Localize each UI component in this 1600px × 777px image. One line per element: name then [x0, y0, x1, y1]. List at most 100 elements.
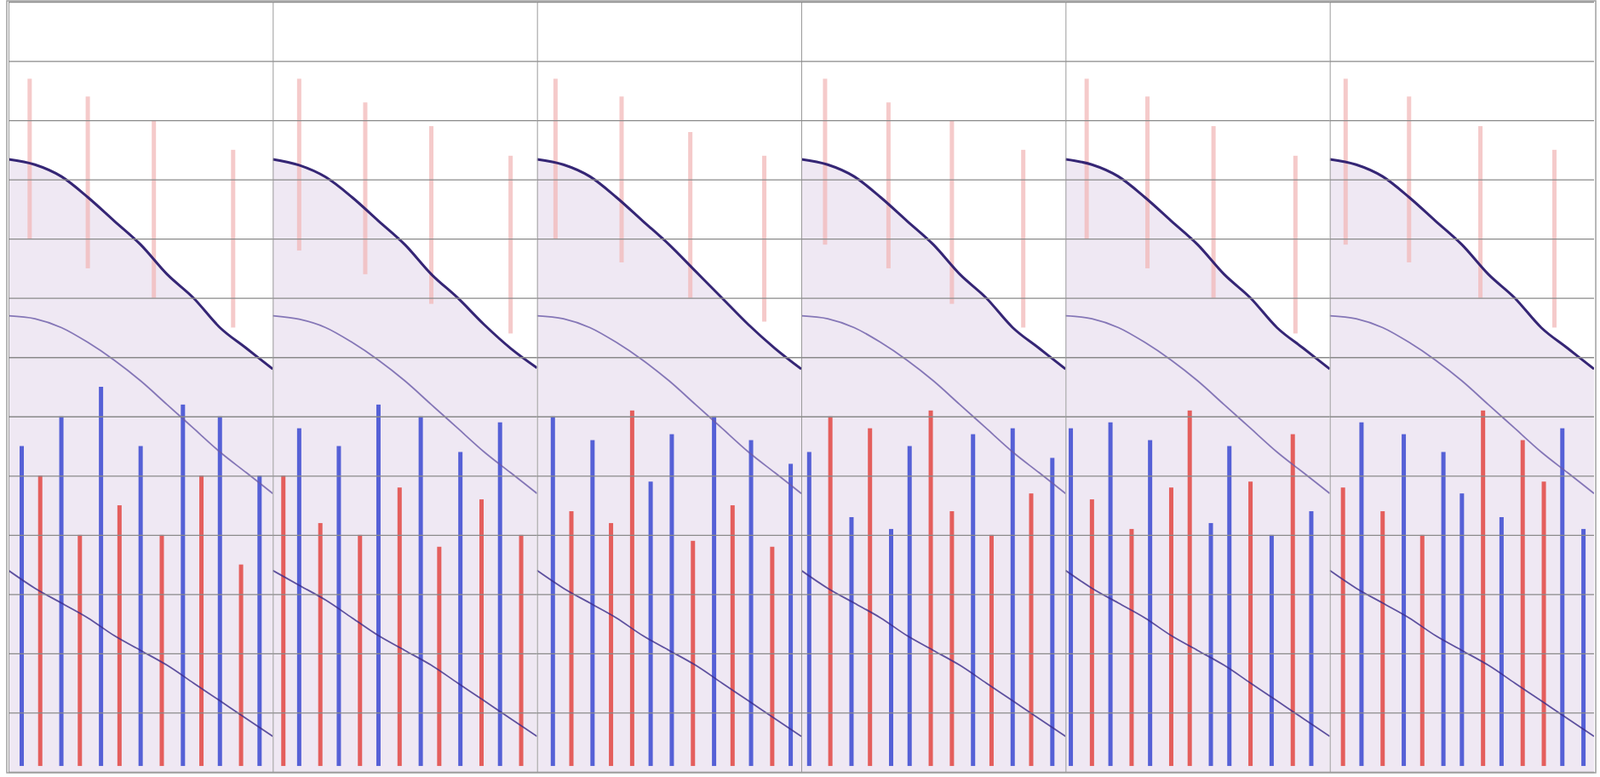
event-curve: [8, 315, 273, 494]
grid-line: [272, 120, 537, 121]
grid-tick: [272, 179, 537, 181]
grid-tick: [537, 61, 802, 63]
grid-tick: [801, 534, 1066, 536]
trace-stripe: [19, 446, 24, 767]
grid-tick: [537, 653, 802, 654]
grid-line: [1330, 298, 1595, 299]
y-grid: [8, 2, 273, 773]
grid-tick: [1065, 1, 1330, 3]
trace-stripe: [1380, 510, 1385, 766]
grid-line: [801, 60, 1066, 62]
grid-line: [801, 120, 1066, 121]
trace-stripe: [519, 534, 524, 766]
grid-line: [801, 298, 1066, 299]
grid-line: [1065, 356, 1330, 358]
grid-tick: [1330, 238, 1595, 240]
grid-tick: [1330, 120, 1595, 121]
trace-stripe: [397, 487, 402, 766]
grid-tick: [8, 653, 273, 654]
event-ground: [801, 159, 1066, 772]
trace-stripe: [867, 428, 872, 766]
grid-line: [1330, 534, 1595, 536]
event-curve: [537, 570, 802, 737]
grid-tick: [1330, 653, 1595, 654]
grid-line: [1330, 653, 1595, 654]
trace-stripe: [1248, 481, 1253, 766]
trace-stripe: [362, 102, 368, 275]
grid-tick: [272, 711, 537, 713]
grid-line: [1330, 1, 1595, 3]
grid-line: [537, 534, 802, 536]
grid-tick: [1065, 653, 1330, 654]
grid-tick: [272, 61, 537, 63]
grid-tick: [1065, 416, 1330, 418]
marks: [1065, 78, 1330, 772]
trace-stripe: [1089, 498, 1095, 766]
grid-line: [801, 475, 1066, 476]
grid-tick: [1065, 298, 1330, 299]
grid-tick: [537, 416, 802, 418]
grid-line: [1065, 178, 1330, 180]
event-curve: [272, 159, 537, 368]
grid-tick: [272, 238, 537, 240]
trace-stripe: [769, 546, 775, 766]
grid-tick: [1065, 179, 1330, 181]
grid-tick: [801, 61, 1066, 63]
trace-stripe: [886, 102, 891, 269]
grid-tick: [272, 120, 537, 121]
grid-line: [8, 534, 273, 536]
grid-line: [272, 593, 537, 595]
trace-stripe: [1420, 534, 1425, 766]
trace-stripe: [1169, 487, 1174, 766]
trace-stripe: [1269, 534, 1274, 766]
grid-line: [801, 356, 1066, 358]
grid-line: [801, 593, 1066, 595]
grid-tick: [1330, 711, 1595, 713]
grid-tick: [1065, 475, 1330, 476]
trace-stripe: [151, 120, 156, 299]
grid-tick: [537, 1, 802, 3]
grid-line: [1065, 653, 1330, 654]
grid-tick: [8, 711, 273, 713]
trace-stripe: [77, 534, 82, 766]
grid-line: [537, 416, 802, 418]
trace-stripe: [38, 475, 43, 766]
event-curve: [537, 315, 802, 494]
grid-line: [8, 60, 273, 62]
marks: [537, 78, 802, 772]
grid-tick: [537, 120, 802, 121]
grid-tick: [801, 416, 1066, 418]
grid-tick: [537, 711, 802, 713]
event-curve: [1065, 570, 1330, 737]
grid-line: [8, 416, 273, 418]
trace-stripe: [458, 451, 463, 766]
trace-stripe: [281, 475, 286, 766]
trace-stripe: [436, 546, 442, 766]
grid-tick: [272, 1, 537, 3]
trace-stripe: [117, 504, 122, 766]
grid-tick: [537, 534, 802, 536]
trace-stripe: [648, 481, 654, 766]
grid-line: [537, 298, 802, 299]
trace-stripe: [1520, 440, 1526, 766]
grid-tick: [272, 416, 537, 418]
grid-tick: [537, 356, 802, 358]
grid-line: [801, 416, 1066, 418]
grid-line: [537, 178, 802, 180]
grid-tick: [537, 179, 802, 181]
marks: [272, 78, 537, 772]
grid-tick: [8, 120, 273, 121]
trace-stripe: [508, 155, 513, 334]
grid-tick: [1330, 475, 1595, 476]
grid-tick: [272, 298, 537, 299]
trace-stripe: [1308, 510, 1314, 766]
grid-line: [8, 178, 273, 180]
grid-tick: [801, 179, 1066, 181]
grid-tick: [8, 1, 273, 3]
grid-line: [1065, 534, 1330, 536]
grid-line: [537, 475, 802, 476]
chart-root: [0, 0, 1600, 777]
grid-line: [1330, 120, 1595, 121]
grid-line: [8, 120, 273, 121]
grid-tick: [8, 534, 273, 536]
